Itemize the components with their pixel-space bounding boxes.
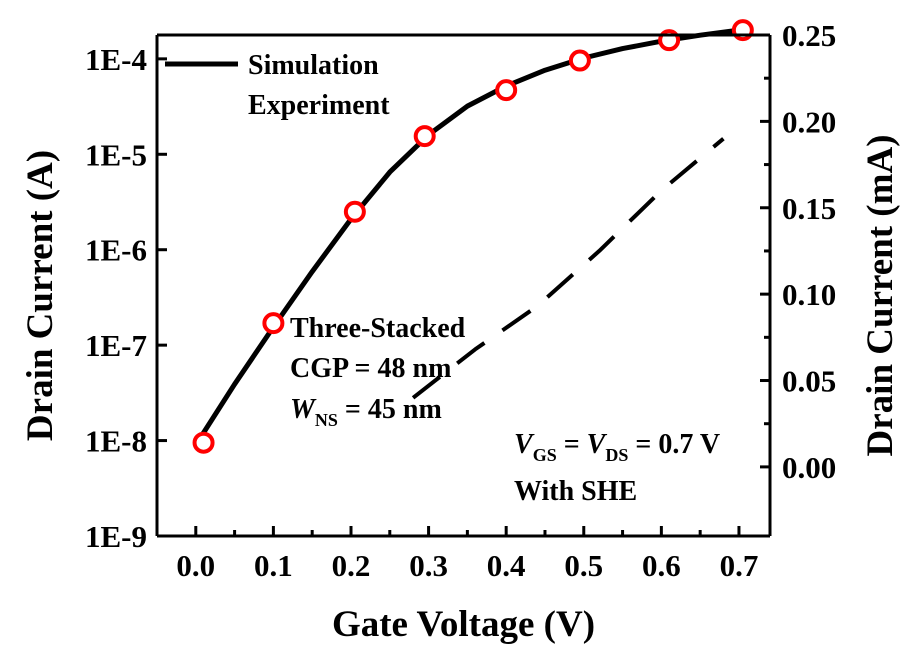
annotation-cgp: CGP = 48 nm (290, 353, 451, 384)
legend-experiment-label: Experiment (248, 90, 390, 121)
bias-value: = 0.7 V (628, 429, 720, 460)
right-axis-title: Drain Current (mA) (860, 135, 901, 457)
experiment-point (343, 200, 366, 223)
bias-vds-symbol: V (587, 429, 608, 460)
experiment-point (413, 125, 436, 148)
legend: Simulation Experiment (165, 50, 390, 121)
left-tick-label: 1E-9 (85, 519, 147, 554)
bias-vgs-subscript: GS (533, 445, 557, 465)
x-tick-label: 0.6 (642, 548, 681, 583)
labels-layer: 0.0 0.1 0.2 0.3 0.4 0.5 0.6 0.7 1E-9 1E-8 1E-7 1E-6… (20, 18, 901, 645)
right-tick-label: 0.25 (782, 18, 836, 53)
bias-vds-subscript: DS (605, 445, 628, 465)
annotation-w-value: = 45 nm (338, 394, 442, 425)
right-tick-label: 0.20 (782, 104, 836, 139)
x-axis-title: Gate Voltage (V) (332, 604, 595, 645)
x-tick-label: 0.7 (720, 548, 759, 583)
experiment-point (568, 49, 591, 72)
annotation-w-subscript: NS (315, 410, 338, 430)
left-axis-title: Drain Current (A) (20, 150, 61, 441)
x-tick-label: 0.2 (332, 548, 371, 583)
simulation-series-line (193, 27, 740, 447)
experiment-point (495, 79, 518, 102)
x-tick-label: 0.4 (487, 548, 526, 583)
right-tick-label: 0.00 (782, 450, 836, 485)
left-tick-label: 1E-5 (85, 137, 147, 172)
annotation-w-symbol: W (290, 394, 317, 425)
right-tick-label: 0.05 (782, 364, 836, 399)
right-tick-label: 0.10 (782, 277, 836, 312)
left-tick-label: 1E-8 (85, 424, 147, 459)
right-tick-label: 0.15 (782, 191, 836, 226)
x-tick-label: 0.3 (409, 548, 448, 583)
annotation-three-stacked: Three-Stacked (290, 313, 466, 344)
experiment-point (192, 431, 215, 454)
experiment-point (262, 312, 285, 335)
x-tick-label: 0.5 (564, 548, 603, 583)
bias-annotation: VGS = VDS = 0.7 V With SHE (514, 429, 720, 507)
bias-equals: = (557, 429, 587, 460)
right-axis-series-line (411, 137, 725, 400)
x-tick-label: 0.0 (176, 548, 215, 583)
annotation-wns: WNS = 45 nm (290, 394, 442, 430)
series-layer (192, 19, 754, 454)
axes-layer (155, 33, 772, 538)
bias-vgs-symbol: V (514, 429, 535, 460)
device-annotation: Three-Stacked CGP = 48 nm WNS = 45 nm (290, 313, 466, 430)
ticks-layer (157, 33, 770, 538)
x-tick-label: 0.1 (254, 548, 293, 583)
left-tick-label: 1E-7 (85, 328, 147, 363)
annotation-bias: VGS = VDS = 0.7 V (514, 429, 720, 465)
left-tick-label: 1E-4 (85, 42, 147, 77)
legend-simulation-label: Simulation (248, 50, 379, 81)
annotation-she: With SHE (514, 476, 637, 507)
left-tick-label: 1E-6 (85, 233, 147, 268)
